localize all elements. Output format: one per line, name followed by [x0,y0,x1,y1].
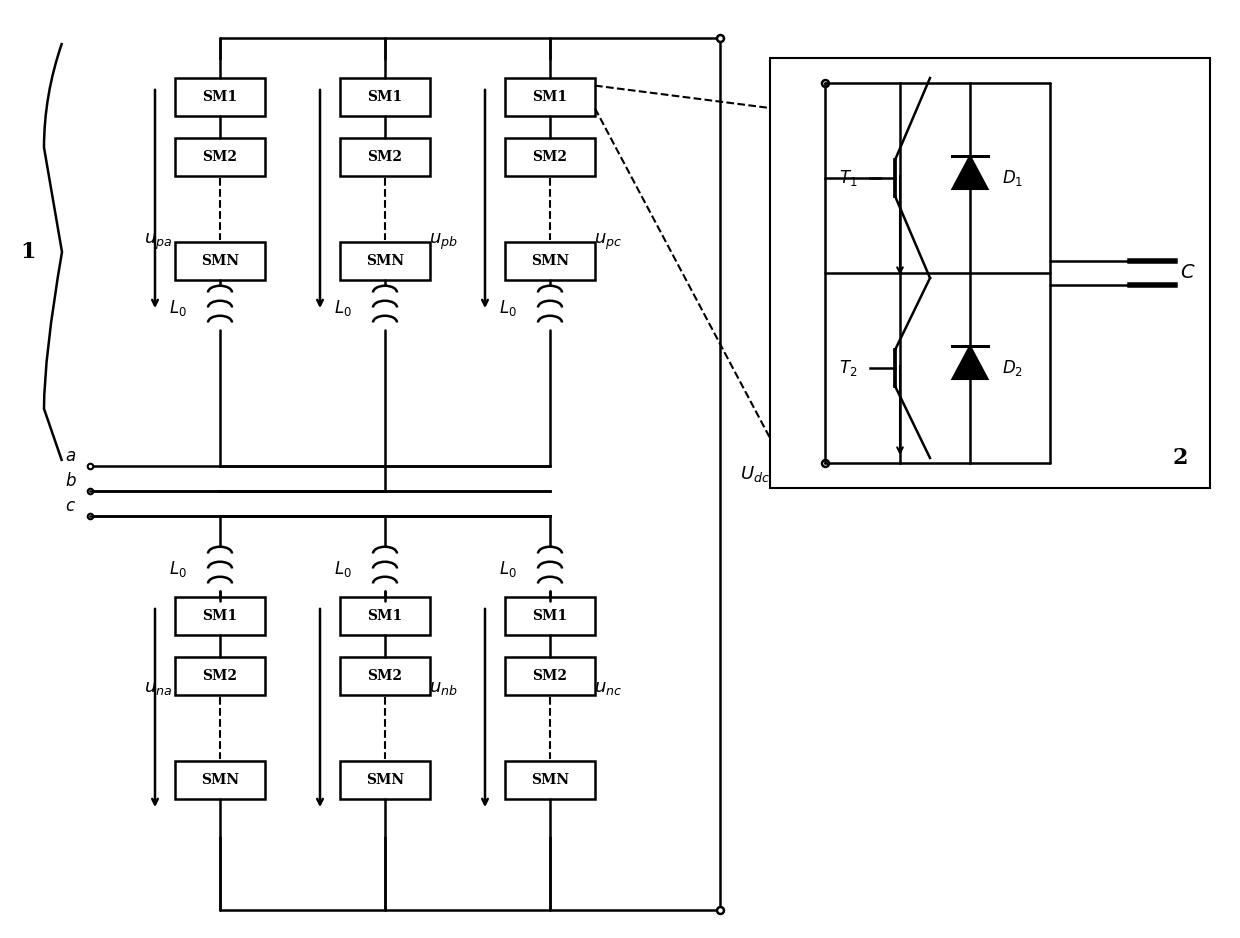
Text: SMN: SMN [201,254,239,268]
Text: SM1: SM1 [367,609,403,623]
Text: $u_{na}$: $u_{na}$ [144,679,172,697]
Text: $U_{dc}$: $U_{dc}$ [740,464,770,484]
Text: $D_1$: $D_1$ [1002,168,1023,188]
Text: $L_0$: $L_0$ [498,558,517,579]
Text: $b$: $b$ [64,472,77,490]
Polygon shape [952,156,987,189]
Text: SM1: SM1 [532,90,568,104]
Text: $L_0$: $L_0$ [334,297,352,317]
Text: SMN: SMN [366,254,404,268]
Text: SMN: SMN [366,773,404,787]
FancyBboxPatch shape [175,242,265,280]
FancyBboxPatch shape [175,597,265,635]
FancyBboxPatch shape [505,657,595,695]
FancyBboxPatch shape [340,761,430,799]
Text: SMN: SMN [531,254,569,268]
Polygon shape [952,346,987,379]
FancyBboxPatch shape [175,761,265,799]
Text: SM1: SM1 [202,90,238,104]
FancyBboxPatch shape [505,78,595,116]
Text: SM2: SM2 [367,669,403,683]
Text: $L_0$: $L_0$ [169,558,187,579]
FancyBboxPatch shape [505,242,595,280]
Text: SM1: SM1 [202,609,238,623]
Text: $u_{nc}$: $u_{nc}$ [594,679,622,697]
FancyBboxPatch shape [340,597,430,635]
Text: SM2: SM2 [532,150,568,164]
Text: $u_{pc}$: $u_{pc}$ [594,232,622,252]
FancyBboxPatch shape [505,138,595,176]
FancyBboxPatch shape [340,138,430,176]
Text: 2: 2 [1172,447,1188,469]
Text: $u_{pa}$: $u_{pa}$ [144,232,172,252]
Text: SM2: SM2 [202,150,238,164]
Text: SMN: SMN [531,773,569,787]
Text: $T_1$: $T_1$ [838,168,857,188]
Bar [770,58,1210,488]
Text: $T_2$: $T_2$ [838,358,857,378]
Text: $L_0$: $L_0$ [169,297,187,317]
FancyBboxPatch shape [175,78,265,116]
Text: $L_0$: $L_0$ [334,558,352,579]
Text: $C$: $C$ [1180,264,1195,282]
FancyBboxPatch shape [340,657,430,695]
Text: SM1: SM1 [367,90,403,104]
FancyBboxPatch shape [505,761,595,799]
FancyBboxPatch shape [505,597,595,635]
Text: SM1: SM1 [532,609,568,623]
Text: $D_2$: $D_2$ [1002,358,1023,378]
FancyBboxPatch shape [175,657,265,695]
Text: 1: 1 [20,241,36,263]
Text: $c$: $c$ [64,498,76,515]
Text: SM2: SM2 [532,669,568,683]
Text: $u_{nb}$: $u_{nb}$ [429,679,458,697]
Text: $u_{pb}$: $u_{pb}$ [429,232,458,252]
Text: SM2: SM2 [202,669,238,683]
FancyBboxPatch shape [340,242,430,280]
FancyBboxPatch shape [175,138,265,176]
Text: SMN: SMN [201,773,239,787]
Text: $L_0$: $L_0$ [498,297,517,317]
Text: $a$: $a$ [64,448,76,465]
FancyBboxPatch shape [340,78,430,116]
Text: SM2: SM2 [367,150,403,164]
